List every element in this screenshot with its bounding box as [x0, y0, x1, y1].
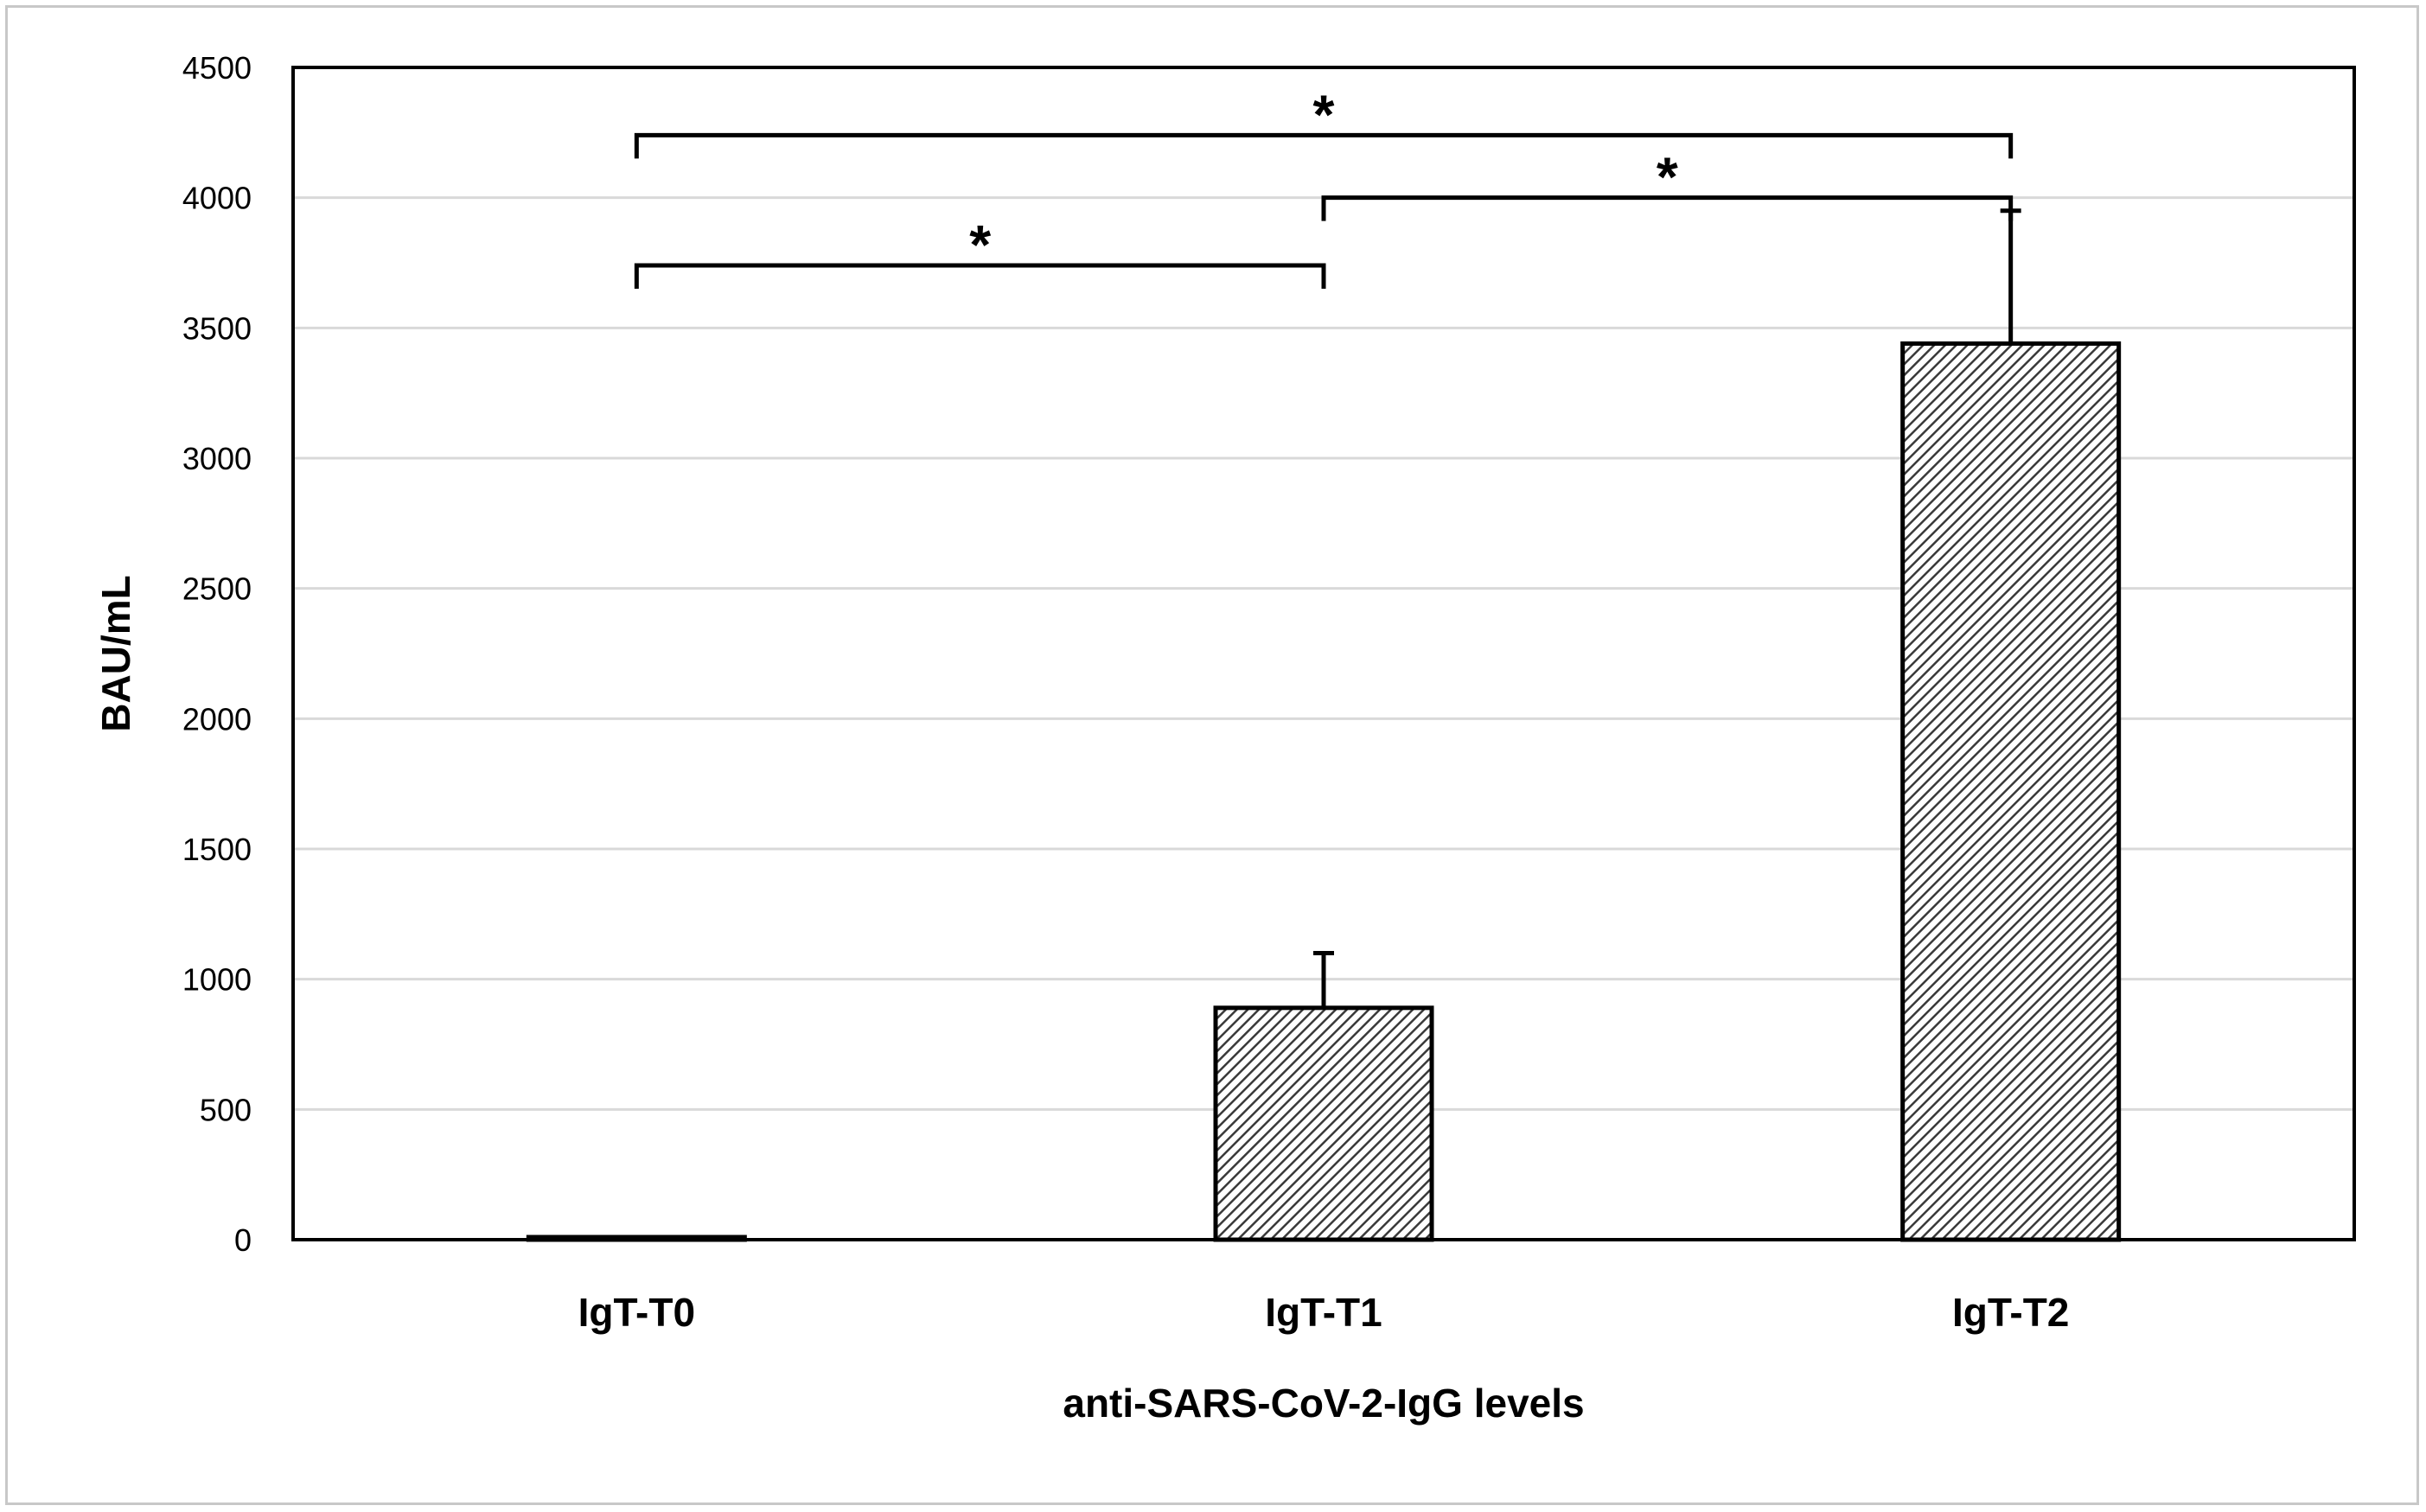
axes — [291, 66, 2356, 1241]
significance-bracket — [634, 263, 1326, 290]
y-tick-label: 3500 — [182, 310, 252, 346]
y-tick-label: 500 — [200, 1092, 252, 1127]
significance-bracket — [634, 132, 2014, 159]
labels: BAU/mL anti-SARS-CoV-2-IgG levels 0 500 10… — [93, 50, 2069, 1426]
significance-marker: * — [969, 214, 991, 276]
y-tick-label: 0 — [234, 1222, 252, 1258]
x-tick-label: IgT-T2 — [1952, 1290, 2069, 1335]
y-axis-title: BAU/mL — [93, 575, 138, 731]
significance-marker: * — [1657, 146, 1678, 208]
significance-marker: * — [1313, 83, 1335, 145]
bar-igt-t1 — [1213, 1005, 1434, 1242]
x-tick-label: IgT-T0 — [578, 1290, 695, 1335]
y-tick-label: 4500 — [182, 50, 252, 86]
y-tick-label: 3000 — [182, 441, 252, 476]
x-axis-title: anti-SARS-CoV-2-IgG levels — [1063, 1381, 1584, 1426]
significance-bracket — [1321, 195, 2014, 221]
bars — [526, 341, 2122, 1242]
y-tick-label: 4000 — [182, 181, 252, 216]
significance-brackets: * * * — [634, 83, 2014, 290]
y-tick-label: 2000 — [182, 701, 252, 737]
x-tick-label: IgT-T1 — [1265, 1290, 1382, 1335]
y-tick-label: 1000 — [182, 962, 252, 998]
y-tick-label: 1500 — [182, 832, 252, 867]
y-tick-label: 2500 — [182, 571, 252, 607]
bar-igt-t2 — [1900, 341, 2122, 1242]
